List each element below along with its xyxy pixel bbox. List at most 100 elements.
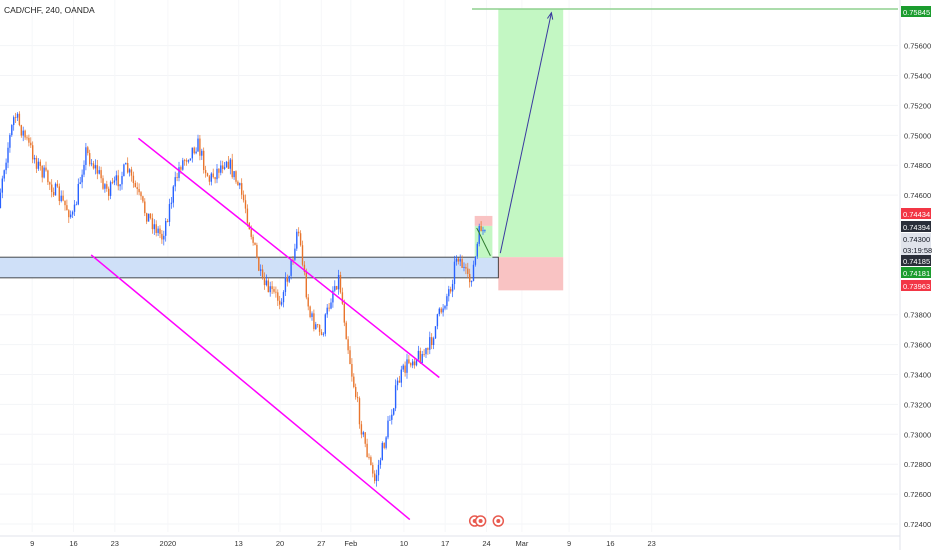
- support-zone[interactable]: [0, 256, 499, 279]
- short-stop-zone[interactable]: [474, 215, 493, 226]
- candle-body: [54, 183, 57, 196]
- time-axis[interactable]: 9 16 23 2020 13 20 27 Feb 10 17 24 Mar 9 16 23: [0, 535, 900, 548]
- candle-body: [467, 268, 469, 274]
- candle-body: [35, 157, 38, 169]
- candle-body: [170, 202, 173, 205]
- projection-arrow-head: [546, 11, 554, 20]
- candle-body: [311, 313, 313, 317]
- channel-line-1[interactable]: [137, 137, 440, 379]
- candle-body: [252, 236, 254, 243]
- candle-body: [7, 147, 9, 163]
- candle-body: [98, 170, 100, 174]
- candle-body: [96, 165, 98, 174]
- candle-body: [400, 369, 402, 383]
- price-label-badge: [901, 6, 931, 17]
- candle-body: [417, 350, 420, 360]
- channel-line-2[interactable]: [90, 254, 411, 521]
- candle-body: [193, 147, 195, 154]
- candle-body: [313, 313, 315, 330]
- candle-body: [18, 113, 21, 126]
- candle-body: [415, 359, 418, 366]
- candle-body: [32, 145, 34, 160]
- candle-body: [195, 151, 197, 154]
- candle-body: [138, 188, 140, 193]
- long-stop-zone[interactable]: [498, 257, 564, 291]
- candle-body: [298, 231, 300, 234]
- price-axis[interactable]: 0.75845 0.75600 0.75400 0.75200 0.75000 0.748…: [899, 0, 932, 550]
- price-tick-label-1: 0.75600: [904, 42, 931, 51]
- candle-body: [9, 135, 11, 148]
- candle-body: [155, 224, 157, 233]
- candle-body: [174, 177, 176, 187]
- candle-body: [263, 277, 266, 286]
- candle-body: [457, 258, 459, 262]
- candle-body: [265, 280, 268, 286]
- candle-body: [87, 147, 89, 154]
- time-tick-label-6: 27: [317, 539, 325, 548]
- candle-body: [402, 365, 404, 370]
- candle-body: [301, 245, 304, 265]
- candle-body: [267, 280, 269, 293]
- candle-body: [172, 186, 174, 203]
- candle-body: [206, 173, 209, 177]
- candle-body: [111, 182, 114, 184]
- candle-body: [389, 419, 391, 421]
- price-label-8: 0.74394: [903, 223, 930, 232]
- candle-body: [20, 125, 22, 136]
- candle-body: [305, 272, 307, 298]
- candle-body: [159, 228, 161, 234]
- candle-body: [442, 308, 444, 313]
- candle-body: [92, 163, 95, 169]
- price-label-11: 0.74185: [903, 257, 930, 266]
- candle-body: [280, 302, 283, 305]
- candle-body: [144, 201, 146, 214]
- long-target-zone[interactable]: [498, 9, 564, 258]
- candle-body: [385, 437, 387, 448]
- candle-body: [235, 171, 237, 182]
- candle-body: [412, 361, 414, 366]
- candle-body: [360, 424, 363, 435]
- candle-body: [349, 350, 351, 365]
- price-label-badge: [901, 255, 931, 266]
- candle-body: [474, 256, 477, 265]
- short-arrow[interactable]: [476, 227, 491, 256]
- candle-body: [94, 165, 97, 169]
- candle-body: [191, 147, 193, 159]
- candle-body: [427, 348, 429, 350]
- candle-body: [218, 168, 220, 173]
- price-tick-label-15: 0.73600: [904, 341, 931, 350]
- candle-body: [480, 226, 482, 232]
- candle-body: [292, 259, 294, 261]
- candle-body: [178, 167, 180, 178]
- candle-body: [394, 385, 397, 409]
- time-tick-label-8: 10: [400, 539, 408, 548]
- time-tick-label-3: 2020: [160, 539, 177, 548]
- candle-body: [318, 324, 321, 332]
- candle-body: [68, 210, 70, 218]
- candle-body: [391, 414, 393, 420]
- candle-body: [282, 292, 285, 303]
- candle-body: [425, 348, 427, 355]
- projection-arrow[interactable]: [499, 12, 552, 254]
- drawing-zones: [0, 8, 898, 291]
- candle-body: [115, 175, 117, 181]
- candle-body: [85, 147, 87, 165]
- candle-body: [66, 205, 68, 211]
- event-markers[interactable]: [468, 515, 505, 527]
- candle-body: [204, 170, 207, 174]
- candle-body: [28, 137, 30, 143]
- candle-body: [438, 308, 440, 315]
- candle-body: [254, 242, 256, 245]
- candle-body: [275, 291, 277, 293]
- candle-body: [398, 380, 401, 383]
- candle-body: [260, 269, 262, 271]
- candle-body: [459, 259, 461, 262]
- candle-body: [269, 286, 271, 293]
- candle-body: [469, 273, 471, 283]
- candle-body: [294, 248, 296, 260]
- candle-body: [132, 175, 135, 184]
- candle-body: [309, 306, 311, 317]
- time-tick-label-0: 9: [30, 539, 34, 548]
